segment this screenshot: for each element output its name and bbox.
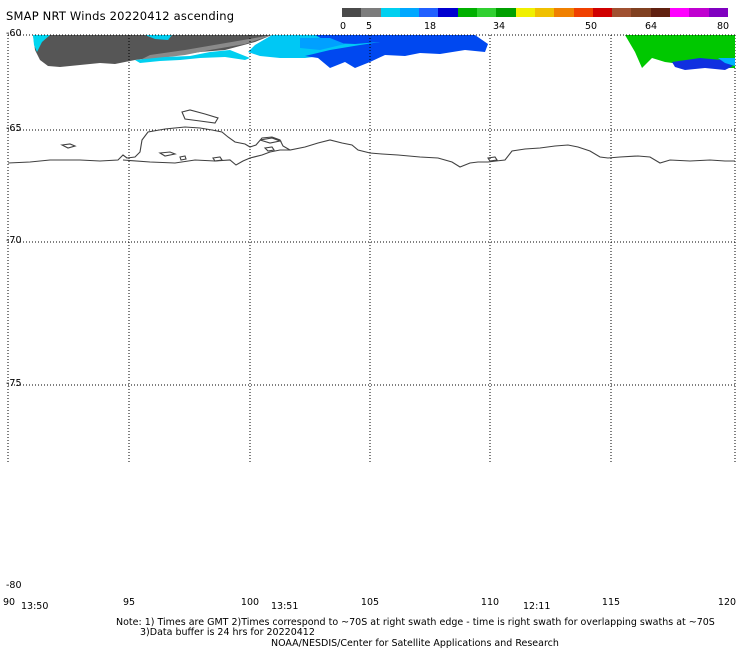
lon-label-120: 120 <box>717 597 737 608</box>
swath-dark-gray <box>33 35 272 67</box>
footer-note-line1: Note: 1) Times are GMT 2)Times correspon… <box>116 617 715 628</box>
colorbar-segment <box>573 8 593 17</box>
swath-mid-gray <box>140 35 272 60</box>
colorbar-segment <box>708 8 728 17</box>
footer-note-line2: 3)Data buffer is 24 hrs for 20220412 <box>140 627 315 638</box>
lat-label-80: -80 <box>6 580 22 591</box>
swath-blue <box>305 35 488 68</box>
swath-cyan-left <box>33 35 50 52</box>
island-3 <box>158 151 177 157</box>
shelf-island-1 <box>181 109 219 124</box>
colorbar-tick-label: 64 <box>644 21 658 32</box>
wind-speed-colorbar <box>342 8 728 17</box>
lon-label-110: 110 <box>480 597 500 608</box>
map-title: SMAP NRT Winds 20220412 ascending <box>6 9 235 23</box>
colorbar-segment <box>554 8 574 17</box>
lat-label-75: -75 <box>6 378 22 389</box>
colorbar-segment <box>592 8 613 17</box>
swath-cyan-edge <box>135 50 250 63</box>
colorbar-tick-label: 5 <box>365 21 373 32</box>
colorbar-tick-label: 34 <box>492 21 506 32</box>
colorbar-tick-label: 80 <box>716 21 730 32</box>
swath-cyan-top <box>145 35 172 40</box>
swath-blue-right <box>672 58 733 70</box>
colorbar-segment <box>650 8 671 17</box>
wind-swath-right <box>625 35 735 70</box>
lat-label-70: -70 <box>6 235 22 246</box>
lon-label-95: 95 <box>122 597 136 608</box>
colorbar-segment <box>419 8 439 17</box>
colorbar-segment <box>496 8 516 17</box>
wind-swath-left <box>33 35 488 68</box>
lon-label-115: 115 <box>601 597 621 608</box>
island-6 <box>259 137 282 144</box>
coastline-bay <box>122 149 290 166</box>
swath-time-2: 13:51 <box>271 601 299 612</box>
colorbar-segment <box>380 8 400 17</box>
island-8 <box>263 146 275 152</box>
colorbar-segment <box>631 8 651 17</box>
island-4 <box>179 155 187 161</box>
colorbar-segment <box>477 8 497 17</box>
swath-cyan-right <box>718 58 735 66</box>
swath-time-1: 13:50 <box>21 601 49 612</box>
lat-label-65: -65 <box>6 123 22 134</box>
colorbar-segment <box>515 8 535 17</box>
colorbar-segment <box>689 8 709 17</box>
colorbar-segment <box>399 8 420 17</box>
lon-label-100: 100 <box>240 597 260 608</box>
coastline-main <box>7 126 735 168</box>
island-5 <box>212 156 223 162</box>
island-2 <box>60 143 77 149</box>
colorbar-segment <box>612 8 632 17</box>
lon-label-105: 105 <box>360 597 380 608</box>
lon-label-90: 90 <box>2 597 16 608</box>
swath-time-3: 12:11 <box>523 601 551 612</box>
colorbar-tick-label: 50 <box>584 21 598 32</box>
colorbar-segment <box>670 8 690 17</box>
colorbar-segment <box>342 8 362 17</box>
footer-credit: NOAA/NESDIS/Center for Satellite Applica… <box>271 638 559 649</box>
island-7 <box>487 156 498 162</box>
colorbar-tick-label: 0 <box>339 21 347 32</box>
colorbar-segment <box>534 8 555 17</box>
swath-light-blue <box>300 38 345 50</box>
colorbar-segment <box>438 8 458 17</box>
graticule <box>8 34 735 463</box>
colorbar-segment <box>361 8 381 17</box>
coastline <box>7 109 735 168</box>
colorbar-tick-label: 18 <box>423 21 437 32</box>
lat-label-60: -60 <box>6 28 22 39</box>
colorbar-segment <box>457 8 478 17</box>
